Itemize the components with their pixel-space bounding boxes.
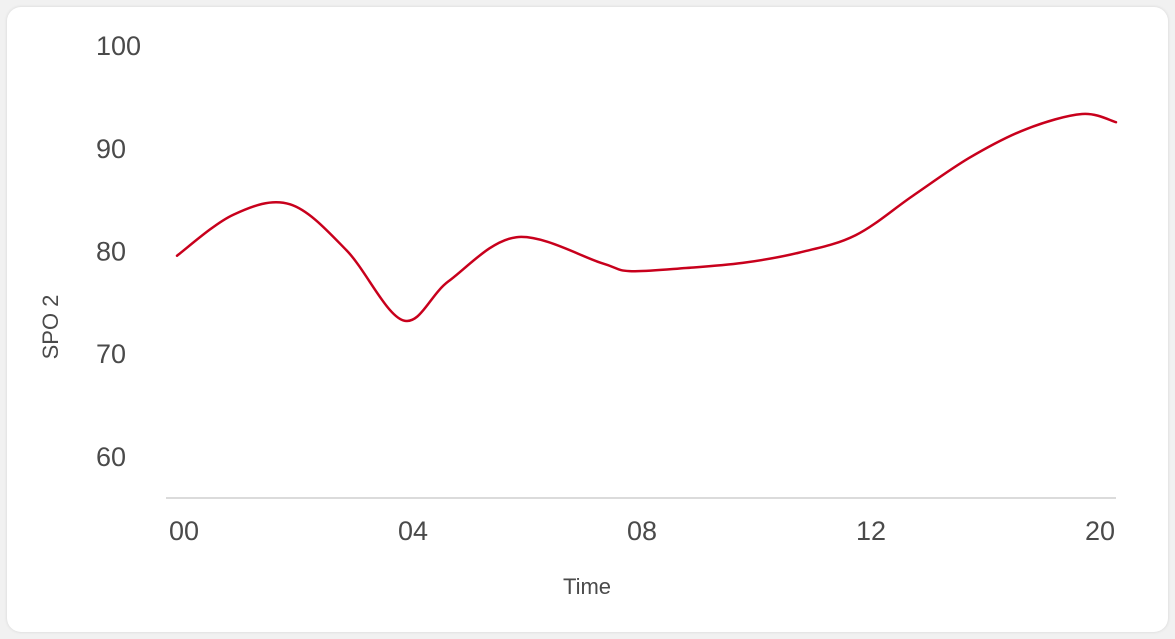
y-tick-label: 80 [96, 237, 126, 267]
y-tick-label: 60 [96, 442, 126, 472]
y-tick-label: 100 [96, 31, 141, 61]
x-tick-label: 12 [856, 516, 886, 546]
x-tick-label: 00 [169, 516, 199, 546]
x-tick-label: 04 [398, 516, 428, 546]
chart-card [7, 7, 1168, 632]
x-axis-label: Time [563, 574, 611, 599]
y-axis-ticks: 100 90 80 70 60 [96, 31, 141, 472]
y-tick-label: 90 [96, 134, 126, 164]
x-tick-label: 08 [627, 516, 657, 546]
series-line [175, 112, 1118, 323]
x-tick-label: 20 [1085, 516, 1115, 546]
x-axis-ticks: 00 04 08 12 20 [169, 516, 1115, 546]
y-axis-label: SPO 2 [38, 295, 63, 360]
y-tick-label: 70 [96, 339, 126, 369]
